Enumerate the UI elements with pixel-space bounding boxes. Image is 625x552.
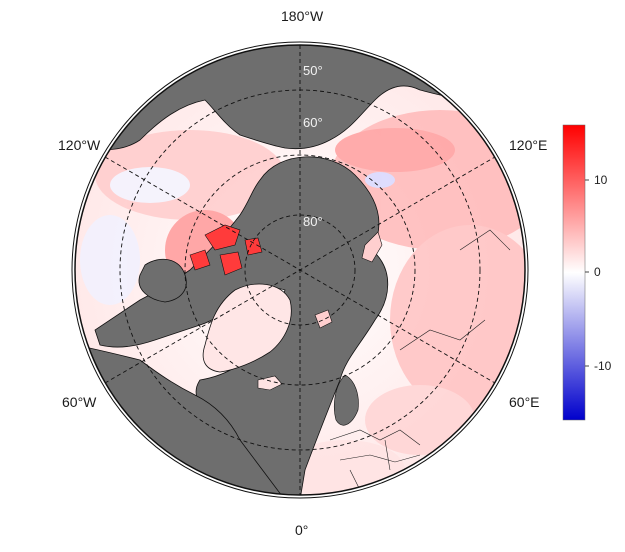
lon-label-120w: 120°W — [58, 137, 101, 153]
baltic-sea — [334, 374, 359, 426]
lat-label-80: 80° — [303, 214, 323, 229]
lat-label-60: 60° — [303, 115, 323, 130]
colorbar-label-neg10: -10 — [594, 359, 612, 373]
lon-label-0: 0° — [295, 522, 309, 538]
arctic-archipelago — [189, 224, 263, 276]
lon-label-60w: 60°W — [62, 394, 97, 410]
greenland — [202, 283, 292, 373]
map-border — [74, 44, 526, 496]
lon-label-180w: 180°W — [281, 8, 324, 24]
lon-label-120e: 120°E — [509, 137, 548, 153]
graticule — [104, 45, 496, 495]
colorbar — [562, 124, 586, 421]
colorbar-label-0: 0 — [594, 265, 601, 279]
map-border-outer — [71, 41, 529, 499]
country-borders — [329, 229, 511, 491]
lon-label-60e: 60°E — [509, 394, 540, 410]
anomaly-field — [80, 110, 525, 495]
hudson-bay — [138, 258, 187, 303]
iceland — [257, 375, 283, 391]
colorbar-label-10: 10 — [594, 173, 608, 187]
svalbard — [314, 309, 333, 329]
lat-label-50: 50° — [303, 63, 323, 78]
novaya-zemlya — [361, 231, 383, 263]
